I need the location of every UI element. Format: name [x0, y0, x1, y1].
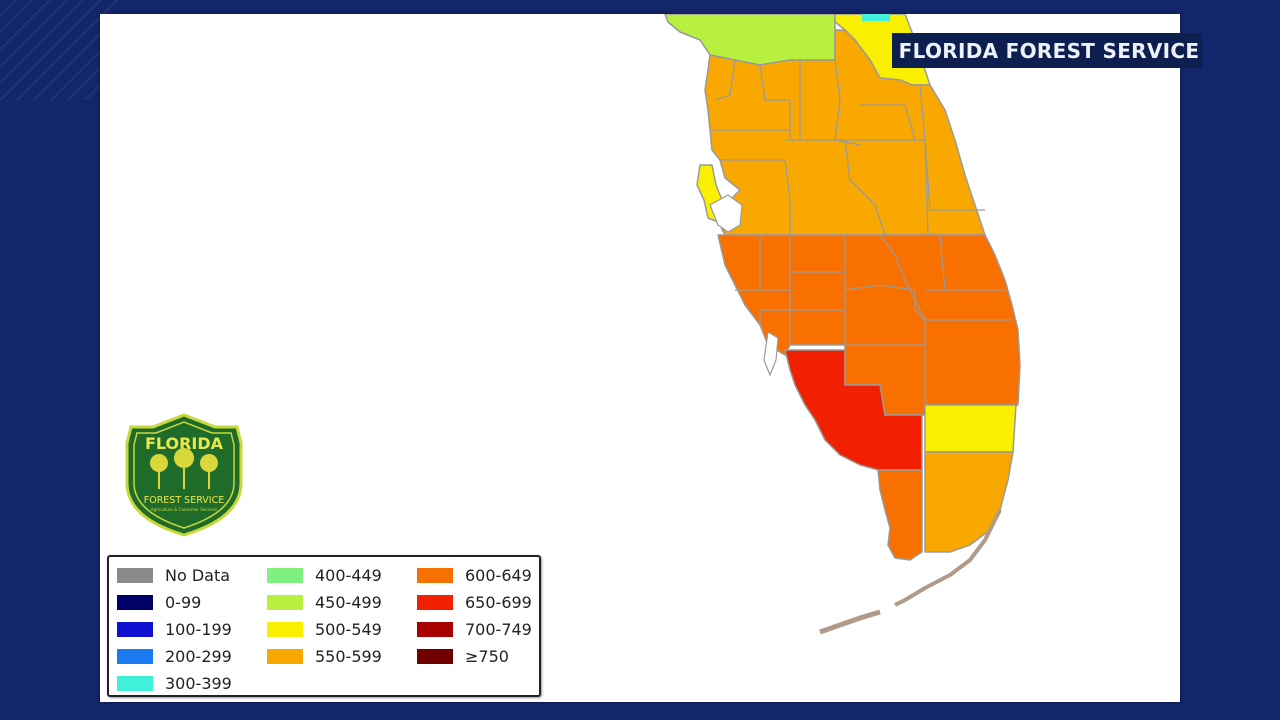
legend-swatch — [417, 568, 453, 583]
legend-swatch — [417, 622, 453, 637]
legend-item: 650-699 — [417, 589, 547, 616]
legend-swatch — [267, 622, 303, 637]
legend-item: 200-299 — [117, 643, 267, 670]
legend-item: 600-649 — [417, 562, 547, 589]
legend-swatch — [267, 649, 303, 664]
legend-label: 600-649 — [465, 566, 532, 585]
legend-swatch — [117, 622, 153, 637]
legend-label: 200-299 — [165, 647, 232, 666]
florida-drought-map — [664, 14, 1021, 635]
badge-subtitle: FOREST SERVICE — [144, 495, 224, 506]
legend-label: No Data — [165, 566, 231, 585]
legend-label: 700-749 — [465, 620, 532, 639]
legend-swatch — [117, 649, 153, 664]
badge-tagline: Agriculture & Consumer Services — [151, 507, 217, 512]
legend-item: 300-399 — [117, 670, 267, 697]
region-broward — [924, 404, 1017, 453]
region-cyan-county — [862, 14, 890, 21]
legend-label: ≥750 — [465, 647, 509, 666]
legend-label: 550-599 — [315, 647, 382, 666]
legend-item: 550-599 — [267, 643, 417, 670]
legend-label: 300-399 — [165, 674, 232, 693]
legend-item — [267, 670, 417, 697]
legend-label: 500-549 — [315, 620, 382, 639]
legend-swatch — [417, 649, 453, 664]
legend-label: 400-449 — [315, 566, 382, 585]
legend-item: 500-549 — [267, 616, 417, 643]
map-legend: No Data 0-99 100-199 200-299 300-399 400… — [107, 555, 541, 697]
legend-item: 0-99 — [117, 589, 267, 616]
shield-logo-icon: FLORIDA FOREST SERVICE Agriculture & Con… — [125, 413, 243, 537]
legend-swatch — [267, 568, 303, 583]
region-central-orange — [704, 29, 986, 236]
florida-forest-service-badge: FLORIDA FOREST SERVICE Agriculture & Con… — [123, 413, 245, 537]
region-lee-collier — [784, 349, 923, 471]
legend-item: 400-449 — [267, 562, 417, 589]
legend-label: 100-199 — [165, 620, 232, 639]
legend-swatch — [117, 568, 153, 583]
region-monroe-mainland — [877, 469, 923, 561]
legend-swatch — [117, 595, 153, 610]
legend-swatch — [267, 595, 303, 610]
legend-item: 100-199 — [117, 616, 267, 643]
legend-label: 450-499 — [315, 593, 382, 612]
source-tag: FLORIDA FOREST SERVICE — [892, 33, 1202, 68]
region-miami-dade — [924, 451, 1014, 553]
region-north-gulf — [664, 14, 836, 66]
legend-swatch — [417, 595, 453, 610]
legend-item: 450-499 — [267, 589, 417, 616]
legend-item: 700-749 — [417, 616, 547, 643]
legend-swatch — [117, 676, 153, 691]
badge-title: FLORIDA — [145, 434, 224, 453]
legend-label: 650-699 — [465, 593, 532, 612]
legend-item: No Data — [117, 562, 267, 589]
legend-label: 0-99 — [165, 593, 202, 612]
region-florida-keys — [894, 509, 1002, 607]
legend-item: ≥750 — [417, 643, 547, 670]
